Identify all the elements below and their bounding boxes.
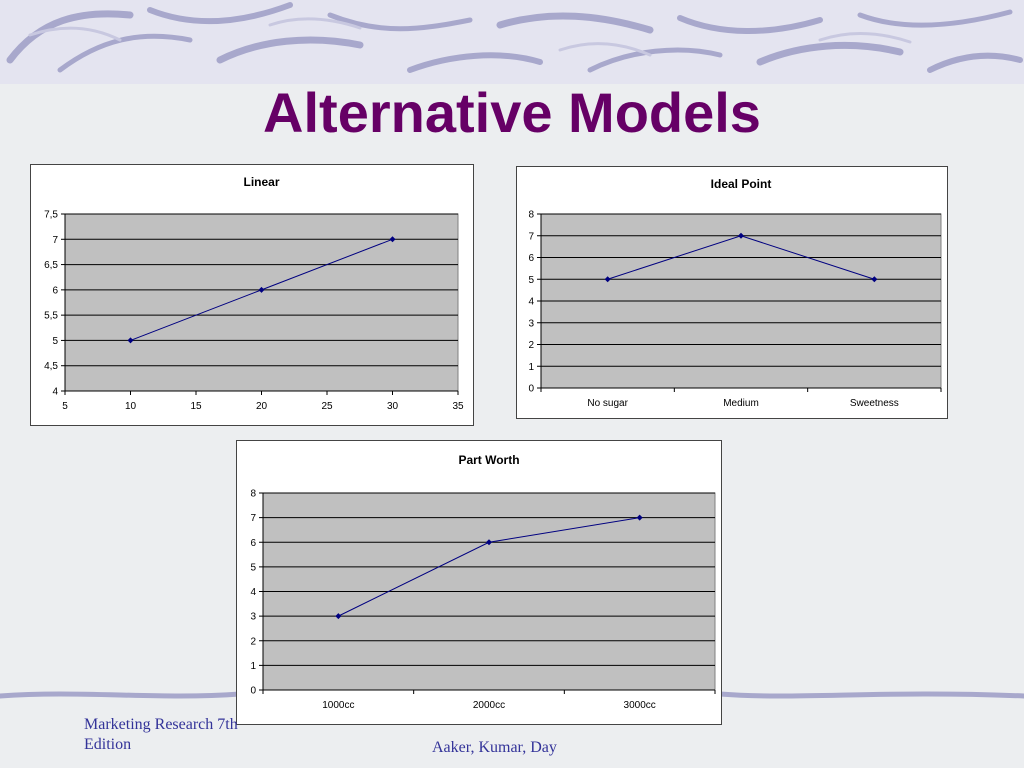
ideal-point-data-point xyxy=(871,276,878,283)
chart-ideal-point: Ideal Point 0 1 2 3 4 5 6 7 8 No sugar Medium Sweetn… xyxy=(516,166,948,419)
linear-x-tick-label: 35 xyxy=(452,401,464,412)
linear-data-point xyxy=(127,337,134,344)
part-worth-x-tick-label: 3000cc xyxy=(624,700,656,711)
linear-x-tick-label: 30 xyxy=(387,401,399,412)
linear-y-tick-label: 6 xyxy=(52,285,58,296)
ideal-point-y-tick-label: 7 xyxy=(528,231,534,242)
ideal-point-y-tick-label: 2 xyxy=(528,340,534,351)
linear-y-tick-label: 7 xyxy=(52,235,58,246)
footer-book-title-line1: Marketing Research 7th xyxy=(84,716,238,733)
part-worth-y-tick-label: 5 xyxy=(250,562,256,573)
linear-x-tick-label: 20 xyxy=(256,401,268,412)
ideal-point-y-tick-label: 0 xyxy=(528,384,534,395)
footer-authors: Aaker, Kumar, Day xyxy=(432,739,557,756)
part-worth-data-point xyxy=(636,514,643,521)
ideal-point-y-tick-label: 4 xyxy=(528,297,534,308)
slide-title: Alternative Models xyxy=(263,81,761,144)
ideal-point-data-point xyxy=(738,232,744,239)
part-worth-y-tick-label: 2 xyxy=(250,636,256,647)
part-worth-y-tick-label: 8 xyxy=(250,489,256,500)
ideal-point-x-tick-label: No sugar xyxy=(587,398,628,409)
linear-y-tick-label: 4,5 xyxy=(44,361,58,372)
part-worth-title: Part Worth xyxy=(458,453,519,467)
ideal-point-y-tick-label: 3 xyxy=(528,318,534,329)
decorative-header-band xyxy=(0,0,1024,84)
chart-linear: Linear 4 4,5 5 5,5 6 6,5 7 7,5 5 10 15 20 25 30 35 xyxy=(30,164,474,426)
linear-x-tick-label: 25 xyxy=(321,401,333,412)
part-worth-y-tick-label: 4 xyxy=(250,587,256,598)
ideal-point-data-point xyxy=(604,276,611,283)
part-worth-y-tick-label: 7 xyxy=(250,513,256,524)
ideal-point-y-tick-label: 1 xyxy=(528,362,534,373)
linear-x-tick-label: 10 xyxy=(125,401,137,412)
linear-y-tick-label: 6,5 xyxy=(44,260,58,271)
linear-y-tick-label: 4 xyxy=(52,387,58,398)
part-worth-y-tick-label: 3 xyxy=(250,612,256,623)
part-worth-data-point xyxy=(486,539,492,546)
linear-data-point xyxy=(389,236,396,243)
chart-linear-svg: Linear 4 4,5 5 5,5 6 6,5 7 7,5 5 10 15 20 25 30 35 xyxy=(44,175,464,412)
ideal-point-y-tick-label: 5 xyxy=(528,275,534,286)
part-worth-data-point xyxy=(335,613,342,620)
part-worth-x-tick-label: 2000cc xyxy=(473,700,505,711)
ideal-point-title: Ideal Point xyxy=(711,177,772,191)
part-worth-x-tick-label: 1000cc xyxy=(322,700,354,711)
ideal-point-x-tick-label: Sweetness xyxy=(850,398,899,409)
ideal-point-y-tick-label: 6 xyxy=(528,253,534,264)
linear-y-tick-label: 5 xyxy=(52,336,58,347)
linear-plot-area xyxy=(64,213,459,392)
linear-y-tick-label: 5,5 xyxy=(44,311,58,322)
linear-x-tick-label: 15 xyxy=(190,401,202,412)
chart-part-worth: Part Worth 0 1 2 3 4 5 6 7 8 1000cc 2000cc 3000cc xyxy=(236,440,722,725)
part-worth-y-tick-label: 0 xyxy=(250,686,256,697)
linear-data-point xyxy=(258,286,265,293)
footer-book-title: Marketing Research 7th Edition xyxy=(84,715,304,755)
chart-ideal-point-svg: Ideal Point 0 1 2 3 4 5 6 7 8 No sugar Medium Sweetn… xyxy=(528,177,942,409)
ideal-point-x-tick-label: Medium xyxy=(723,398,759,409)
footer-book-title-line2: Edition xyxy=(84,736,132,753)
linear-x-tick-label: 5 xyxy=(62,401,68,412)
ideal-point-y-tick-label: 8 xyxy=(528,210,534,221)
chart-part-worth-svg: Part Worth 0 1 2 3 4 5 6 7 8 1000cc 2000cc 3000cc xyxy=(250,453,716,711)
linear-y-tick-label: 7,5 xyxy=(44,210,58,221)
part-worth-y-tick-label: 6 xyxy=(250,538,256,549)
linear-title: Linear xyxy=(243,175,279,189)
part-worth-y-tick-label: 1 xyxy=(250,661,256,672)
decorative-footer-band xyxy=(0,691,1024,699)
